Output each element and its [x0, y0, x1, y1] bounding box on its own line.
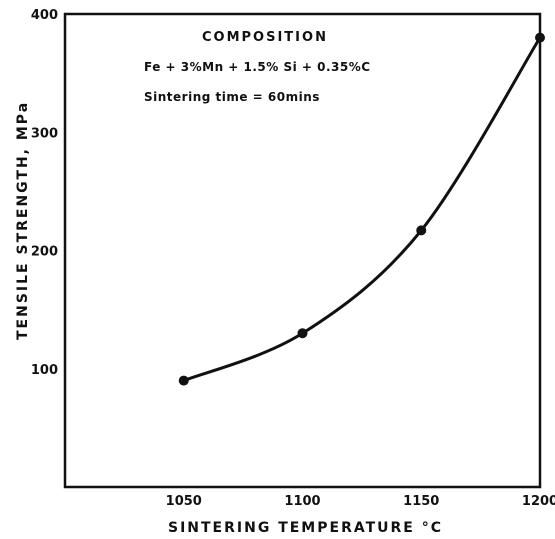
- y-tick-label: 400: [31, 8, 58, 23]
- x-tick-label: 1100: [284, 494, 320, 509]
- annotation-title: COMPOSITION: [202, 30, 328, 45]
- tick-labels: 1050 1100 1150 1200 100 200 300 400: [31, 8, 555, 509]
- annotation-sintering-time: Sintering time = 60mins: [144, 90, 320, 104]
- x-tick-label: 1200: [522, 494, 555, 509]
- y-tick-label: 100: [31, 363, 58, 378]
- data-point: [178, 375, 189, 386]
- data-point: [535, 32, 545, 43]
- data-points: [178, 32, 545, 386]
- y-tick-label: 200: [31, 245, 58, 260]
- x-axis-title: SINTERING TEMPERATURE °C: [168, 520, 443, 536]
- data-point: [416, 225, 427, 236]
- plot-frame: [63, 12, 542, 489]
- x-tick-label: 1050: [166, 494, 202, 509]
- x-tick-label: 1150: [403, 494, 439, 509]
- y-tick-label: 300: [31, 126, 58, 141]
- data-point: [297, 328, 308, 339]
- y-axis-title: TENSILE STRENGTH, MPa: [15, 101, 31, 340]
- annotation-composition: Fe + 3%Mn + 1.5% Si + 0.35%C: [144, 60, 371, 74]
- series-curve: [183, 36, 542, 382]
